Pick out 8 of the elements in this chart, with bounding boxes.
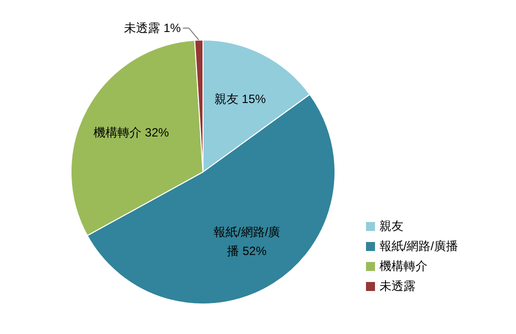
data-label: 未透露 1%: [124, 21, 182, 36]
data-label: 機構轉介 32%: [94, 126, 170, 140]
legend-label: 機構轉介: [379, 259, 428, 273]
data-label: 報紙/網路/廣播 52%: [214, 225, 280, 258]
data-label: 親友 15%: [214, 92, 266, 106]
legend-label: 報紙/網路/廣播: [379, 239, 458, 253]
legend-label: 未透露: [379, 279, 416, 293]
legend-label: 親友: [379, 219, 404, 233]
